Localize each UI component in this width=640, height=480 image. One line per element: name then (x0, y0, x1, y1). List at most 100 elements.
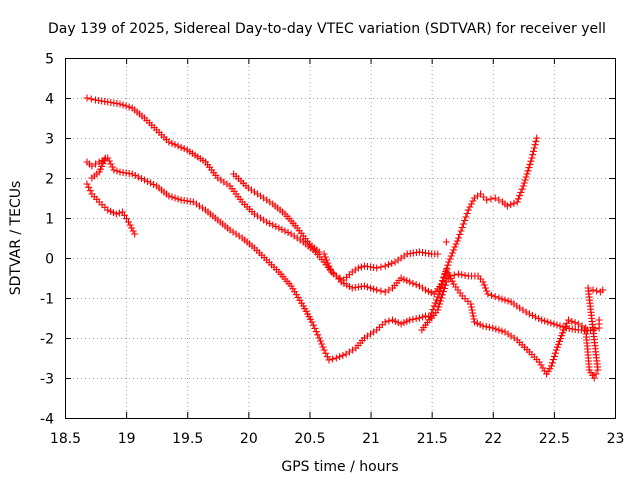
data-marker (556, 322, 564, 330)
data-marker (439, 277, 447, 285)
data-marker (223, 180, 231, 188)
data-marker (441, 281, 449, 289)
data-marker (462, 213, 470, 221)
data-marker (471, 272, 479, 280)
data-marker (448, 249, 456, 257)
data-marker (487, 195, 495, 203)
data-point (110, 166, 118, 174)
data-marker (266, 220, 274, 227)
data-marker (296, 236, 304, 244)
data-marker (546, 365, 554, 373)
data-marker (266, 198, 274, 206)
data-marker (324, 259, 332, 267)
data-marker (481, 284, 489, 292)
data-marker (585, 363, 593, 371)
data-marker (571, 319, 579, 327)
data-marker (438, 291, 446, 299)
x-tick-label: 22 (484, 431, 502, 447)
data-point (483, 196, 491, 204)
data-marker (150, 124, 158, 132)
data-marker (488, 291, 496, 299)
data-marker (446, 255, 454, 263)
data-marker (129, 227, 137, 235)
data-marker (483, 287, 491, 295)
data-marker (403, 277, 411, 285)
data-marker (358, 337, 366, 344)
data-marker (345, 283, 353, 290)
data-marker (458, 271, 466, 279)
data-marker (119, 101, 127, 109)
data-marker (174, 142, 182, 150)
data-marker (474, 192, 481, 200)
data-point (489, 324, 497, 332)
data-marker (336, 353, 344, 361)
data-marker (461, 271, 469, 279)
data-marker (109, 209, 117, 217)
data-marker (403, 317, 411, 325)
data-marker (451, 243, 459, 251)
data-marker (439, 288, 447, 296)
data-marker (325, 262, 333, 270)
data-marker (426, 313, 434, 320)
data-marker (260, 216, 268, 224)
data-marker (138, 112, 146, 120)
data-marker (434, 293, 442, 301)
data-marker (113, 100, 121, 107)
data-marker (93, 195, 101, 203)
data-marker (107, 160, 115, 168)
data-marker (486, 323, 494, 331)
data-marker (530, 147, 538, 155)
data-marker (441, 271, 449, 279)
data-marker (589, 371, 597, 379)
series-track-e (418, 134, 541, 334)
y-tick-label: 4 (45, 92, 54, 108)
data-marker (168, 139, 176, 147)
data-marker (85, 183, 93, 191)
data-marker (351, 266, 359, 274)
y-tick-label: 2 (45, 172, 54, 188)
data-marker (370, 264, 378, 271)
data-marker (306, 315, 314, 323)
data-point (320, 250, 328, 258)
data-point (373, 286, 381, 294)
data-marker (524, 167, 532, 175)
x-tick-label: 21 (362, 431, 380, 447)
data-marker (377, 287, 385, 295)
grid (65, 58, 615, 418)
data-marker (584, 287, 592, 295)
data-marker (578, 322, 586, 330)
data-marker (523, 346, 531, 354)
data-marker (93, 170, 101, 178)
data-marker (531, 141, 539, 149)
data-marker (113, 167, 121, 175)
data-marker (224, 224, 232, 232)
data-marker (367, 284, 375, 292)
data-marker (548, 359, 556, 367)
data-point (589, 286, 597, 294)
data-marker (303, 237, 311, 245)
data-marker (123, 215, 131, 223)
data-marker (248, 208, 256, 216)
data-marker (412, 315, 420, 323)
data-marker (419, 284, 426, 292)
axis-ticks (65, 58, 616, 419)
data-marker (349, 346, 357, 354)
data-marker (248, 242, 256, 250)
data-point (533, 134, 541, 142)
data-marker (442, 268, 450, 276)
data-marker (491, 293, 499, 301)
data-point (519, 182, 527, 190)
data-marker (412, 249, 420, 256)
data-point (484, 290, 492, 298)
data-marker (501, 200, 509, 208)
data-marker (212, 171, 220, 179)
data-marker (568, 317, 576, 325)
data-marker (323, 353, 331, 361)
data-marker (323, 256, 331, 264)
data-marker (477, 275, 485, 283)
data-marker (504, 297, 512, 305)
data-marker (128, 224, 136, 232)
data-marker (466, 203, 474, 211)
data-marker (433, 296, 441, 304)
data-marker (476, 321, 484, 329)
